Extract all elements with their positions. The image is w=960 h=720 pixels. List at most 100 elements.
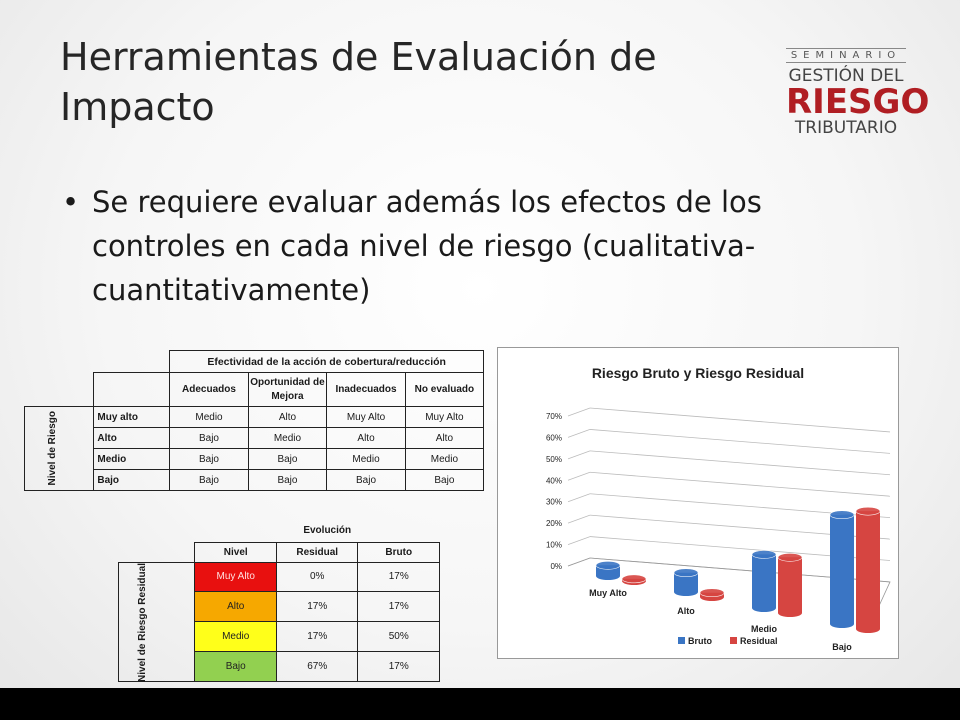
table-cell: Bajo (247, 448, 328, 470)
gridline-side (567, 471, 591, 481)
row-label: Bajo (93, 469, 171, 491)
table-cell: Bajo (247, 469, 328, 491)
row-group-label: Nivel de Riesgo (23, 406, 95, 491)
y-tick-label: 40% (546, 476, 562, 485)
row-label: Alto (93, 427, 171, 449)
gridline (589, 450, 891, 476)
table-cell: 50% (357, 621, 440, 653)
legend-label: Bruto (688, 636, 712, 646)
slide-title: Herramientas de Evaluación de Impacto (60, 32, 760, 132)
table-cell: 17% (357, 651, 440, 683)
bar-top-bruto (751, 550, 777, 559)
bar-bruto (752, 554, 776, 612)
footer-bar (0, 688, 960, 720)
level-cell: Medio (194, 621, 277, 653)
row-label: Medio (93, 448, 171, 470)
chart-title: Riesgo Bruto y Riesgo Residual (592, 365, 804, 381)
bar-top-residual (777, 552, 803, 562)
x-tick-label: Medio (751, 624, 778, 634)
table-cell: 17% (357, 591, 440, 623)
y-tick-label: 20% (546, 519, 562, 528)
gridline-side (567, 536, 591, 545)
gridline-side (567, 450, 591, 460)
risk-chart: Riesgo Bruto y Riesgo Residual 70% 60% 50% 4… (497, 347, 899, 659)
col-header: No evaluado (404, 372, 485, 407)
table-cell: Muy Alto (326, 406, 406, 428)
bullet-line2: controles en cada nivel de riesgo (cuali… (92, 229, 756, 263)
evolution-title: Evolución (303, 525, 352, 537)
bar-top-residual (855, 506, 881, 516)
table-cell: Bajo (326, 469, 406, 491)
bar-top-bruto (595, 560, 621, 570)
table-cell: Bajo (404, 469, 485, 491)
table-cell: Medio (404, 448, 485, 470)
seminario-logo: SEMINARIO GESTIÓN DEL RIESGO TRIBUTARIO (786, 48, 930, 138)
bar-residual (778, 557, 802, 617)
level-cell: Muy Alto (194, 561, 277, 593)
bar-top-bruto (673, 568, 699, 578)
x-tick-label: Bajo (832, 642, 852, 652)
gridline-side (567, 514, 591, 524)
x-tick-label: Alto (677, 606, 695, 616)
effectiveness-header: Efectividad de la acción de cobertura/re… (169, 350, 484, 373)
col-header: Bruto (357, 541, 440, 563)
y-tick-label: 30% (546, 498, 562, 507)
col-header: Adecuados (169, 372, 249, 407)
col-header: Residual (275, 541, 359, 563)
slide-title-line1: Herramientas de Evaluación de (60, 35, 657, 79)
table-cell: 17% (357, 561, 440, 593)
table-cell: Medio (169, 406, 249, 428)
table-cell: 67% (275, 651, 359, 683)
y-tick-label: 60% (546, 433, 562, 442)
table-cell: Bajo (169, 427, 249, 449)
col-header: Oportunidad de Mejora (247, 372, 328, 407)
logo-gestion: GESTIÓN DEL (788, 66, 904, 86)
table-cell: Alto (247, 406, 328, 428)
col-header: Inadecuados (326, 372, 406, 407)
legend-swatch (730, 637, 737, 644)
bar-top-bruto (829, 510, 855, 520)
logo-seminario: SEMINARIO (786, 48, 906, 63)
legend-label: Residual (740, 636, 778, 646)
level-cell: Alto (194, 591, 277, 623)
bar-residual (856, 511, 880, 633)
table-cell: Bajo (169, 469, 249, 491)
bullet-line1: Se requiere evaluar además los efectos d… (92, 185, 762, 219)
logo-tributario: TRIBUTARIO (794, 118, 898, 138)
table-cell: Bajo (169, 448, 249, 470)
bar-top-residual (621, 574, 647, 584)
bullet-line3: cuantitativamente) (92, 273, 371, 307)
gridline-side (567, 493, 591, 503)
gridline-side (567, 429, 591, 438)
gridline (589, 407, 891, 433)
table-cell: Muy Alto (404, 406, 485, 428)
table-cell: 0% (275, 561, 359, 593)
effectiveness-table: Efectividad de la acción de cobertura/re… (23, 350, 485, 491)
bar-bruto (674, 572, 698, 596)
y-tick-label: 70% (546, 412, 562, 421)
bar-top-residual (699, 588, 725, 598)
risk-chart-svg: Riesgo Bruto y Riesgo Residual 70% 60% 50% 4… (546, 365, 891, 652)
x-tick-label: Muy Alto (589, 588, 627, 598)
bullet-dot-icon: • (62, 185, 80, 219)
evolution-table: Evolución Nivel Residual Bruto Nivel de … (117, 520, 440, 683)
bar-bruto (830, 514, 854, 628)
logo-riesgo: RIESGO (786, 82, 930, 122)
table-cell: 17% (275, 621, 359, 653)
col-header: Nivel (194, 541, 277, 563)
row-group-label: Nivel de Riesgo Residual (117, 561, 196, 683)
legend-swatch (678, 637, 685, 644)
row-label: Muy alto (93, 406, 171, 428)
table-cell: 17% (275, 591, 359, 623)
y-tick-label: 10% (546, 541, 562, 550)
level-cell: Bajo (194, 651, 277, 683)
table-cell: Alto (404, 427, 485, 449)
table-cell: Medio (247, 427, 328, 449)
y-tick-label: 50% (546, 455, 562, 464)
gridline-side (567, 407, 591, 417)
table-cell: Alto (326, 427, 406, 449)
gridline (589, 429, 891, 454)
slide-title-line2: Impacto (60, 85, 215, 129)
table-cell: Medio (326, 448, 406, 470)
y-tick-label: 0% (550, 562, 562, 571)
